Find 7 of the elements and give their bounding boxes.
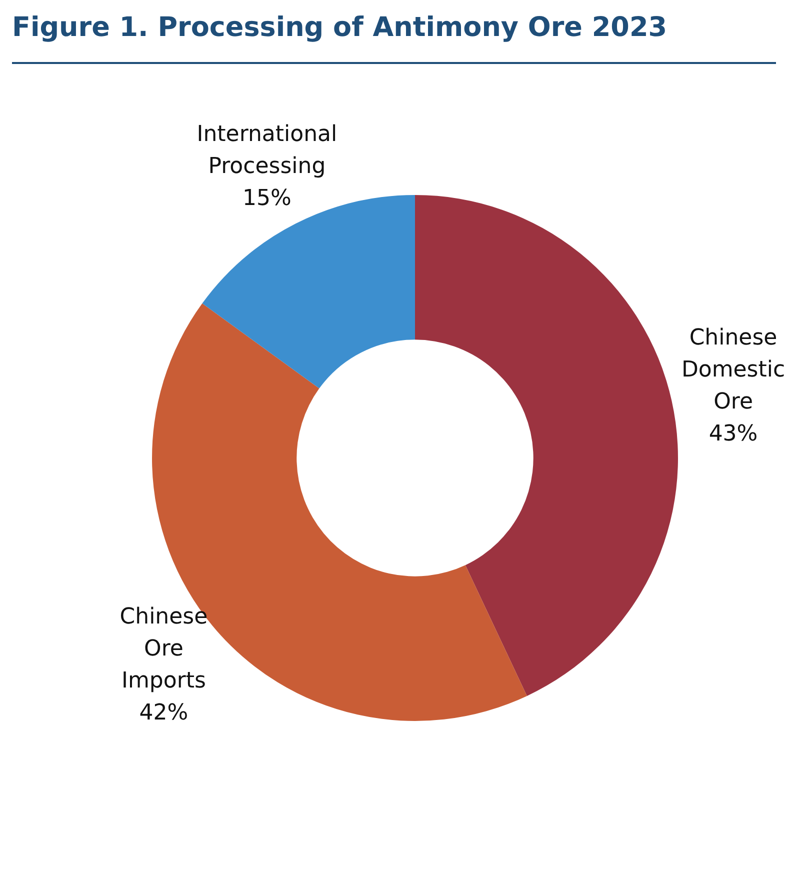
data-label: 42% (139, 700, 188, 726)
slice-label: Chinese Domestic Ore (681, 326, 786, 415)
slice-label: Chinese Ore Imports (120, 604, 208, 694)
data-label: 15% (242, 186, 292, 212)
slice-label: International Processing (196, 122, 338, 180)
data-label: 43% (708, 422, 758, 447)
chart-title: Figure 1. Processing of Antimony Ore 2023 (12, 12, 668, 43)
